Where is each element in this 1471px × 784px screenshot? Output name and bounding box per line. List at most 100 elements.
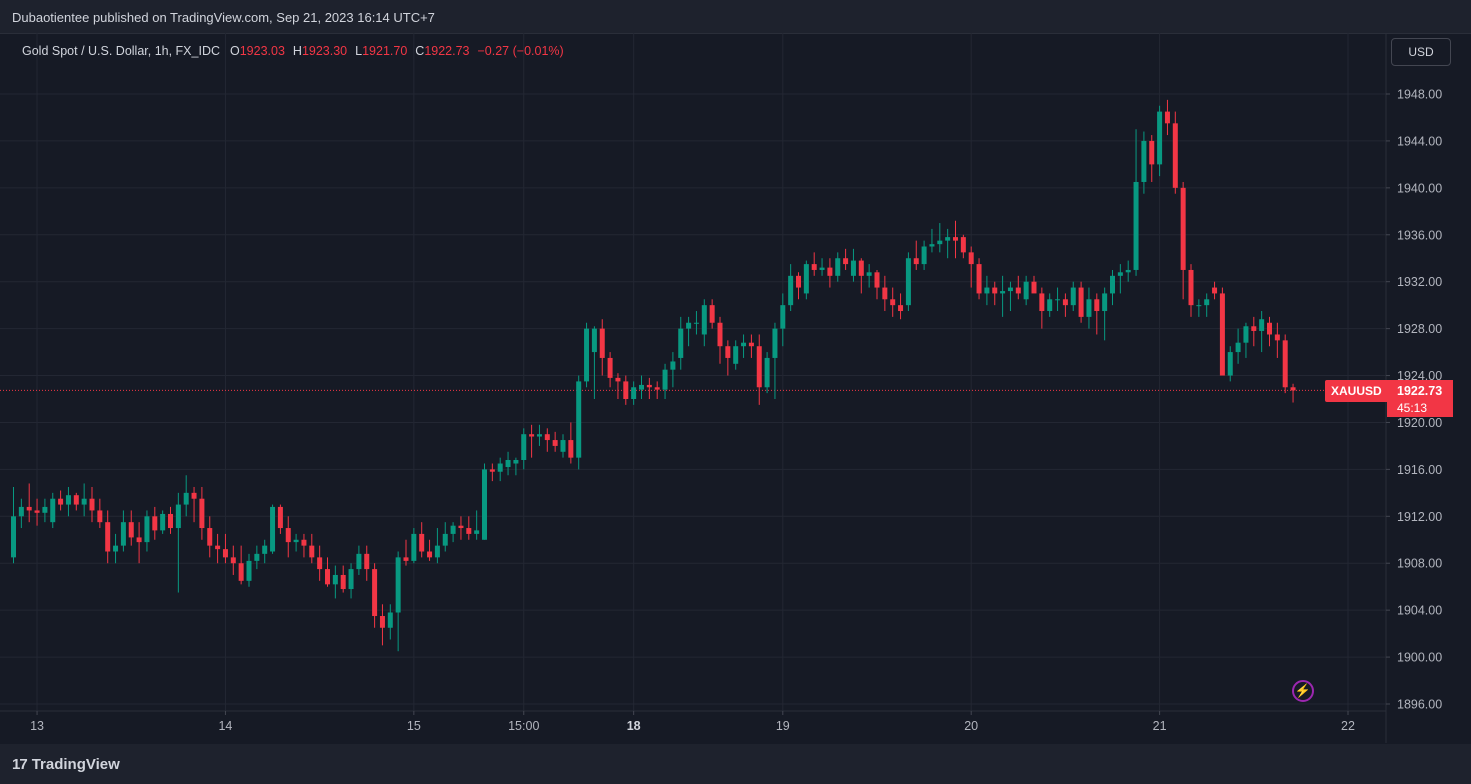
candle xyxy=(1125,260,1131,282)
candle-body xyxy=(1157,111,1163,165)
candle-body xyxy=(913,258,919,265)
candle-body xyxy=(411,533,417,561)
candle xyxy=(866,264,872,288)
tradingview-brand-text: TradingView xyxy=(31,755,120,773)
candle-body xyxy=(968,252,974,265)
candle-body xyxy=(623,381,629,399)
candle-body xyxy=(631,387,637,399)
candle-body xyxy=(387,612,393,628)
candle xyxy=(372,563,378,628)
candle xyxy=(591,326,597,399)
candle-body xyxy=(1007,287,1013,292)
candle xyxy=(97,498,103,529)
candle xyxy=(81,483,87,517)
candle xyxy=(717,316,723,364)
candle-body xyxy=(1267,322,1272,335)
candle xyxy=(379,604,385,646)
candle xyxy=(709,299,715,329)
candle-body xyxy=(207,528,213,546)
tradingview-logo[interactable]: 17 TradingView xyxy=(12,754,120,774)
candle-body xyxy=(584,328,590,382)
top-bar: Dubaotientee published on TradingView.co… xyxy=(0,0,1471,33)
candle-body xyxy=(764,357,770,388)
candle xyxy=(803,260,809,300)
candle xyxy=(827,258,833,288)
candle-body xyxy=(599,328,605,358)
candle xyxy=(434,528,440,564)
candle-body xyxy=(788,275,794,306)
candle-body xyxy=(34,510,40,513)
candle-body xyxy=(1259,319,1265,331)
candle xyxy=(1078,281,1084,323)
candle-body xyxy=(199,498,205,529)
legend-high-value: 1923.30 xyxy=(301,44,348,58)
price-tick-label: 1916.00 xyxy=(1397,463,1442,477)
candle-body xyxy=(521,434,527,460)
candle-body xyxy=(905,258,911,306)
legend-open-value: 1923.03 xyxy=(239,44,285,58)
candle-body xyxy=(1047,299,1053,312)
candle-body xyxy=(945,237,951,241)
candle xyxy=(395,551,401,652)
candle-body xyxy=(18,506,24,517)
candle xyxy=(1282,334,1288,394)
time-tick-label: 15:00 xyxy=(508,719,539,733)
candle-body xyxy=(1031,281,1037,294)
candle-body xyxy=(843,258,849,265)
candle-body xyxy=(372,569,378,617)
candle-body xyxy=(992,287,998,294)
candle-body xyxy=(222,549,228,558)
candle-body xyxy=(1149,140,1155,165)
candle-body xyxy=(1133,181,1139,270)
candle xyxy=(1227,346,1233,382)
legend-close-label: C xyxy=(415,44,425,58)
candle-body xyxy=(811,264,817,270)
candle xyxy=(175,492,181,593)
legend-low-value: 1921.70 xyxy=(362,44,408,58)
candle-body xyxy=(152,516,158,531)
candle-body xyxy=(1125,269,1131,273)
candle-body xyxy=(780,305,786,329)
candle-body xyxy=(270,506,276,552)
last-price-value: 1922.73 xyxy=(1397,384,1443,398)
candle-body xyxy=(1078,287,1084,317)
publish-info: Dubaotientee published on TradingView.co… xyxy=(12,10,435,25)
candle xyxy=(929,228,935,253)
candle-body xyxy=(796,275,801,288)
candle xyxy=(466,516,472,540)
chart-frame[interactable] xyxy=(0,33,1471,744)
candle-body xyxy=(458,525,464,529)
candle xyxy=(1164,99,1170,136)
candle-body xyxy=(348,569,354,590)
candle-body xyxy=(105,522,111,552)
candle-body xyxy=(725,346,731,358)
candle xyxy=(874,269,880,300)
candle xyxy=(285,516,291,558)
time-tick-label: 20 xyxy=(964,719,978,733)
candle xyxy=(411,528,417,564)
candle-body xyxy=(246,560,252,581)
candle xyxy=(403,539,409,566)
candle xyxy=(1031,275,1037,294)
candle xyxy=(521,428,527,470)
currency-button[interactable]: USD xyxy=(1391,38,1451,66)
candle-body xyxy=(662,369,668,390)
candle xyxy=(1219,287,1225,376)
candle-body xyxy=(866,272,872,276)
candle xyxy=(1102,287,1108,341)
candle xyxy=(905,252,911,312)
candle xyxy=(191,486,197,523)
candle xyxy=(1086,287,1092,329)
candle xyxy=(780,293,786,347)
candle xyxy=(1172,111,1178,194)
candle-body xyxy=(277,506,283,529)
candle xyxy=(1204,293,1210,317)
candle-body xyxy=(850,260,856,276)
candle-body xyxy=(615,377,621,382)
candle-body xyxy=(984,287,990,294)
footer xyxy=(0,744,1471,784)
time-tick-label: 18 xyxy=(627,719,641,733)
candle-body xyxy=(1141,140,1147,182)
lightning-icon[interactable]: ⚡ xyxy=(1292,680,1314,702)
